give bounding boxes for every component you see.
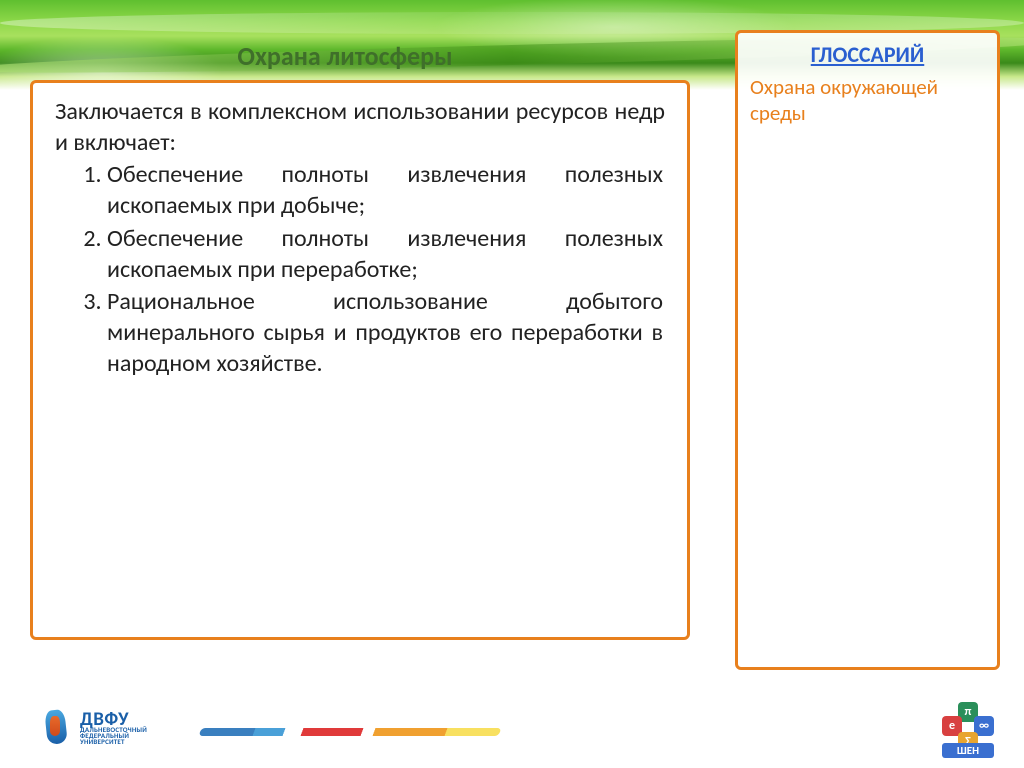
intro-text: Заключается в комплексном использовании … xyxy=(55,97,665,158)
list-item: Обеспечение полноты извлечения полезных … xyxy=(107,224,665,285)
flame-icon xyxy=(40,706,74,750)
glossary-heading: ГЛОССАРИЙ xyxy=(750,41,985,68)
slide-title: Охрана литосферы xyxy=(0,40,690,72)
shen-label: ШЕН xyxy=(942,743,994,758)
list-item: Обеспечение полноты извлечения полезных … xyxy=(107,160,665,221)
intro-line: Заключается в комплексном использовании … xyxy=(55,97,665,158)
list-item: Рациональное использование добытого мине… xyxy=(107,287,665,379)
glossary-box: ГЛОССАРИЙ Охрана окружающей среды xyxy=(735,30,1000,670)
main-content-box: Заключается в комплексном использовании … xyxy=(30,80,690,640)
logo-text: ДВФУ ДАЛЬНЕВОСТОЧНЫЙ ФЕДЕРАЛЬНЫЙ УНИВЕРС… xyxy=(80,712,147,745)
footer: ДВФУ ДАЛЬНЕВОСТОЧНЫЙ ФЕДЕРАЛЬНЫЙ УНИВЕРС… xyxy=(0,688,1024,768)
glossary-term: Охрана окружающей среды xyxy=(750,74,985,127)
logo-sub-3: УНИВЕРСИТЕТ xyxy=(80,739,147,745)
ribbon-decoration xyxy=(199,728,502,736)
logo-shen: π e ∞ Σ ШЕН xyxy=(942,702,994,754)
numbered-list: Обеспечение полноты извлечения полезных … xyxy=(55,160,665,379)
logo-dvfu: ДВФУ ДАЛЬНЕВОСТОЧНЫЙ ФЕДЕРАЛЬНЫЙ УНИВЕРС… xyxy=(40,706,147,750)
